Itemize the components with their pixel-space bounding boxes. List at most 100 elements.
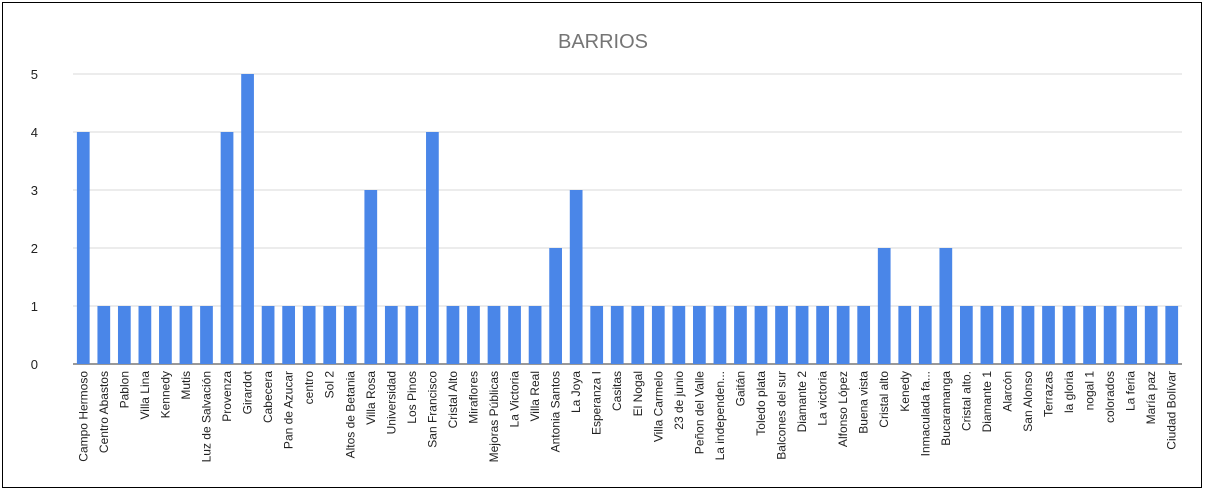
bar: [364, 190, 378, 364]
x-tick-label: Toledo plata: [754, 371, 768, 436]
bar: [918, 306, 932, 364]
x-tick-label: Cristal alto: [877, 371, 891, 428]
x-tick-label: Gaitán: [733, 371, 747, 406]
x-tick-label: Balcones del sur: [775, 371, 789, 460]
x-tick-label: La Joya: [569, 371, 583, 413]
bar: [138, 306, 152, 364]
bar: [323, 306, 337, 364]
y-tick-label: 3: [31, 183, 38, 198]
x-tick-label: Buena vista: [857, 371, 871, 434]
bar: [467, 306, 480, 364]
bar: [1165, 306, 1179, 364]
x-tick-label: la gloria: [1062, 371, 1076, 413]
x-tick-label: San Alonso: [1021, 371, 1035, 432]
x-tick-label: 23 de junio: [672, 371, 686, 430]
bar: [282, 306, 296, 364]
bar: [1001, 306, 1014, 364]
x-tick-label: Alfonso López: [836, 371, 850, 447]
bar: [590, 306, 604, 364]
bar: [631, 306, 645, 364]
bar: [877, 248, 891, 364]
bar: [734, 306, 747, 364]
y-tick-label: 5: [31, 67, 38, 82]
chart-title: BARRIOS: [558, 31, 648, 53]
y-tick-label: 2: [31, 241, 38, 256]
bar: [672, 306, 686, 364]
x-tick-label: San Francisco: [425, 371, 439, 448]
bar: [179, 306, 193, 364]
bar: [980, 306, 994, 364]
bar: [775, 306, 788, 364]
x-tick-label: Kennedy: [158, 371, 172, 418]
bar: [343, 306, 357, 364]
x-tick-label: Centro Abastos: [97, 371, 111, 453]
x-tick-label: María paz: [1144, 371, 1158, 424]
bar: [898, 306, 912, 364]
bar: [405, 306, 419, 364]
bar: [426, 132, 439, 364]
gridlines: [73, 73, 1182, 365]
bar: [159, 306, 172, 364]
x-tick-label: Sol 2: [323, 371, 337, 399]
bar: [76, 132, 90, 364]
bar: [549, 248, 562, 364]
bar: [446, 306, 460, 364]
x-tick-label: La Victoria: [508, 371, 522, 428]
y-axis-ticks: 0 1 2 3 4 5: [31, 67, 38, 372]
x-tick-label: Miraflores: [466, 371, 480, 424]
x-tick-label: Terrazas: [1042, 371, 1056, 417]
bar: [1144, 306, 1158, 364]
x-tick-label: Villa Carmelo: [651, 371, 665, 442]
x-tick-label: Alarcón: [1000, 371, 1014, 412]
bar: [302, 306, 316, 364]
x-tick-label: Provenza: [220, 371, 234, 422]
x-tick-label: Pablon: [117, 371, 131, 408]
y-tick-label: 0: [31, 357, 38, 372]
bar: [857, 306, 871, 364]
bar: [836, 306, 850, 364]
x-tick-label: centro: [302, 371, 316, 405]
x-tick-label: Mutis: [179, 371, 193, 400]
y-tick-label: 4: [31, 125, 38, 140]
bar: [693, 306, 706, 364]
bar: [795, 306, 809, 364]
bar: [1124, 306, 1138, 364]
y-tick-label: 1: [31, 299, 38, 314]
bar: [754, 306, 768, 364]
x-tick-label: Cristal alto.: [959, 371, 973, 431]
x-tick-label: Girardot: [241, 370, 255, 414]
x-tick-label: El Nogal: [631, 371, 645, 416]
bar: [610, 306, 624, 364]
x-tick-label: Esperanza I: [590, 371, 604, 435]
x-tick-label: La feria: [1124, 371, 1138, 411]
x-axis-ticks: Campo Hermoso Centro Abastos Pablon Villa L…: [76, 370, 1178, 462]
x-tick-label: Cristal Alto: [446, 371, 460, 429]
bar: [220, 132, 234, 364]
x-tick-label: Inmaculada fa...: [918, 371, 932, 456]
x-tick-label: Universidad: [384, 371, 398, 434]
x-tick-label: Ciudad Bolívar: [1165, 371, 1179, 450]
bar: [261, 306, 275, 364]
x-tick-label: nogal 1: [1083, 371, 1097, 411]
bar: [200, 306, 213, 364]
bar: [384, 306, 398, 364]
x-tick-label: Kenedy: [898, 371, 912, 412]
bar: [117, 306, 131, 364]
x-tick-label: Casitas: [610, 371, 624, 411]
bar: [508, 306, 521, 364]
x-tick-label: Villa Rosa: [364, 371, 378, 425]
bars: [76, 74, 1179, 364]
bar: [713, 306, 727, 364]
bar: [651, 306, 665, 364]
x-tick-label: Villa Lina: [138, 371, 152, 420]
bar: [939, 248, 953, 364]
bar: [1083, 306, 1096, 364]
x-tick-label: Pan de Azucar: [282, 371, 296, 449]
x-tick-label: Diamante 1: [980, 371, 994, 433]
x-tick-label: Mejoras Públicas: [487, 371, 501, 462]
bar: [569, 190, 583, 364]
x-tick-label: La independen...: [713, 371, 727, 460]
x-tick-label: Altos de Betania: [343, 371, 357, 459]
